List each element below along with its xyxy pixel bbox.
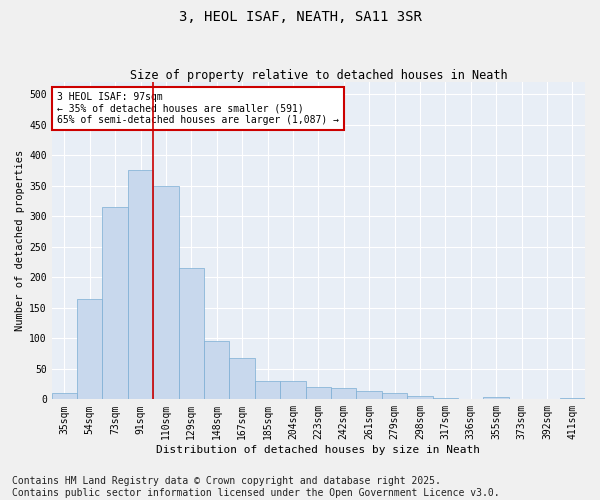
Bar bbox=[153, 186, 179, 400]
Bar bbox=[331, 388, 356, 400]
X-axis label: Distribution of detached houses by size in Neath: Distribution of detached houses by size … bbox=[157, 445, 481, 455]
Text: Contains HM Land Registry data © Crown copyright and database right 2025.
Contai: Contains HM Land Registry data © Crown c… bbox=[12, 476, 500, 498]
Bar bbox=[280, 381, 305, 400]
Bar bbox=[103, 207, 128, 400]
Bar bbox=[305, 387, 331, 400]
Y-axis label: Number of detached properties: Number of detached properties bbox=[15, 150, 25, 332]
Text: 3, HEOL ISAF, NEATH, SA11 3SR: 3, HEOL ISAF, NEATH, SA11 3SR bbox=[179, 10, 421, 24]
Bar bbox=[560, 398, 585, 400]
Bar bbox=[179, 268, 204, 400]
Bar bbox=[255, 381, 280, 400]
Bar bbox=[52, 393, 77, 400]
Bar bbox=[407, 396, 433, 400]
Bar bbox=[77, 298, 103, 400]
Bar bbox=[128, 170, 153, 400]
Text: 3 HEOL ISAF: 97sqm
← 35% of detached houses are smaller (591)
65% of semi-detach: 3 HEOL ISAF: 97sqm ← 35% of detached hou… bbox=[57, 92, 339, 124]
Title: Size of property relative to detached houses in Neath: Size of property relative to detached ho… bbox=[130, 69, 507, 82]
Bar bbox=[433, 398, 458, 400]
Bar bbox=[484, 397, 509, 400]
Bar bbox=[204, 342, 229, 400]
Bar bbox=[356, 391, 382, 400]
Bar bbox=[229, 358, 255, 400]
Bar bbox=[382, 393, 407, 400]
